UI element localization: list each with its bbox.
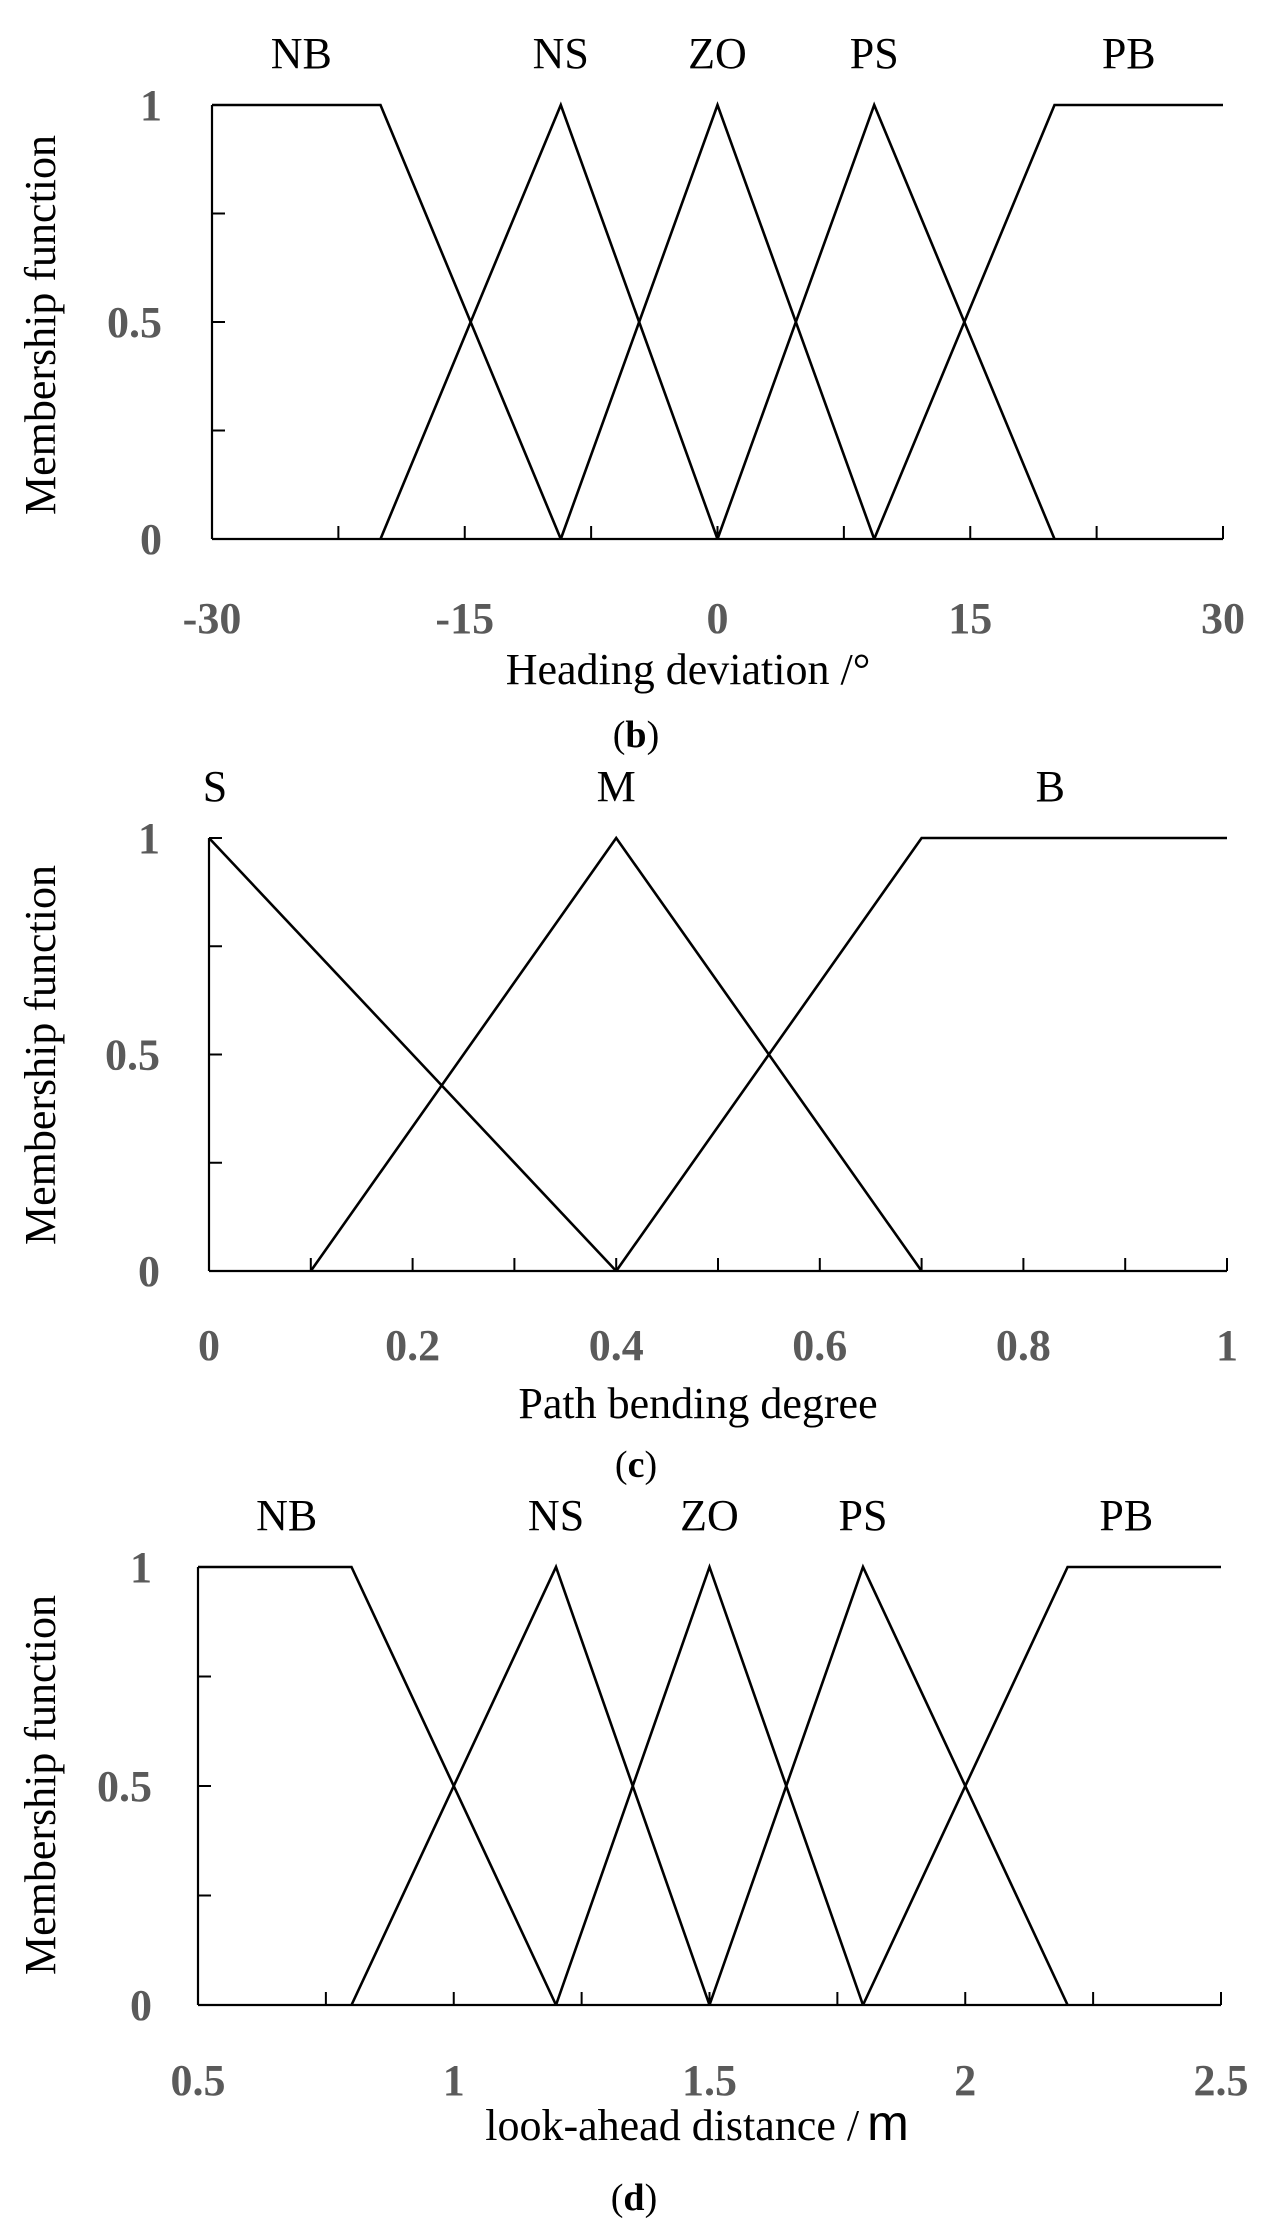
x-tick-label: 0.2 <box>385 1321 440 1370</box>
x-tick-label: 0.6 <box>792 1321 847 1370</box>
series-pb-line <box>872 103 1223 540</box>
x-tick-label: 15 <box>948 594 992 643</box>
series-nb-line <box>198 1565 558 2006</box>
y-axis-title: Membership function <box>16 1595 65 1975</box>
x-tick-label: 0.4 <box>589 1321 644 1370</box>
set-label-ns: NS <box>528 1491 584 1540</box>
x-tick-label: -30 <box>183 594 242 643</box>
x-tick-label: 2 <box>954 2056 976 2105</box>
set-label-group: NB NS ZO PS PB <box>271 29 1156 78</box>
x-tick-label: 1 <box>1216 1321 1238 1370</box>
series-ps-line <box>716 101 1056 540</box>
y-axis-title: Membership function <box>16 135 65 515</box>
series-nb-line <box>212 103 563 540</box>
set-label-ps: PS <box>838 1491 887 1540</box>
series-group <box>208 835 1227 1272</box>
y-tick-label: 0.5 <box>97 1762 152 1811</box>
series-b-line <box>615 836 1227 1272</box>
series-ns-line <box>379 101 719 540</box>
panel-caption: (b) <box>613 714 659 756</box>
series-ps-line <box>708 1563 1069 2006</box>
panel-caption: (c) <box>615 1444 657 1486</box>
x-tick-label: -15 <box>435 594 494 643</box>
x-tick-label: 0.8 <box>996 1321 1051 1370</box>
set-label-s: S <box>203 762 227 811</box>
panel-caption: (d) <box>611 2177 657 2219</box>
panel-d-look-ahead: Membership function 0.5 1 1.5 2 2.500.51 NB N… <box>16 1491 1249 2219</box>
series-group <box>212 101 1223 540</box>
set-label-zo: ZO <box>688 29 747 78</box>
x-axis-title-text: look-ahead distance / <box>485 2101 860 2150</box>
y-tick-label: 1 <box>140 81 162 130</box>
x-axis-title-unit: m <box>867 2095 909 2151</box>
y-tick-label: 1 <box>130 1543 152 1592</box>
set-label-pb: PB <box>1099 1491 1153 1540</box>
set-label-nb: NB <box>271 29 332 78</box>
series-pb-line <box>861 1565 1221 2006</box>
set-label-ns: NS <box>533 29 589 78</box>
y-tick-label: 1 <box>138 814 160 863</box>
set-label-m: M <box>597 762 636 811</box>
x-axis-title: Path bending degree <box>518 1379 877 1428</box>
y-tick-label: 0 <box>140 515 162 564</box>
set-label-group: NB NS ZO PS PB <box>256 1491 1153 1540</box>
y-tick-label: 0.5 <box>107 298 162 347</box>
x-axis-title: Heading deviation /° <box>506 645 871 694</box>
x-tick-label: 1 <box>443 2056 465 2105</box>
set-label-zo: ZO <box>680 1491 739 1540</box>
panel-c-path-bending: Membership function 0 0.2 0.4 0.6 0.8 100.51 … <box>16 762 1238 1486</box>
y-axis-title: Membership function <box>16 865 65 1245</box>
set-label-nb: NB <box>256 1491 317 1540</box>
series-s-line <box>208 837 618 1272</box>
series-ns-line <box>350 1563 711 2006</box>
series-group <box>198 1563 1221 2006</box>
y-tick-label: 0 <box>130 1981 152 2030</box>
set-label-ps: PS <box>850 29 899 78</box>
set-label-pb: PB <box>1102 29 1156 78</box>
x-tick-label: 2.5 <box>1194 2056 1249 2105</box>
x-tick-label: 1.5 <box>682 2056 737 2105</box>
tick-group: 0.5 1 1.5 2 2.5 0 0.5 1 <box>97 1543 1249 2105</box>
x-tick-label: 0 <box>198 1321 220 1370</box>
y-tick-label: 0 <box>138 1247 160 1296</box>
x-tick-label: 30 <box>1201 594 1245 643</box>
series-zo-line <box>554 1563 865 2006</box>
y-tick-label: 0.5 <box>105 1031 160 1080</box>
set-label-b: B <box>1036 762 1065 811</box>
x-tick-label: 0.5 <box>171 2056 226 2105</box>
series-m-line <box>309 835 923 1272</box>
x-axis-title: look-ahead distance / m <box>485 2095 909 2151</box>
x-tick-label: 0 <box>707 594 729 643</box>
series-zo-line <box>559 101 876 540</box>
tick-group: -30 -15 0 15 30 0 0.5 1 <box>107 81 1245 643</box>
tick-group: 0 0.2 0.4 0.6 0.8 1 0 0.5 1 <box>105 814 1238 1370</box>
